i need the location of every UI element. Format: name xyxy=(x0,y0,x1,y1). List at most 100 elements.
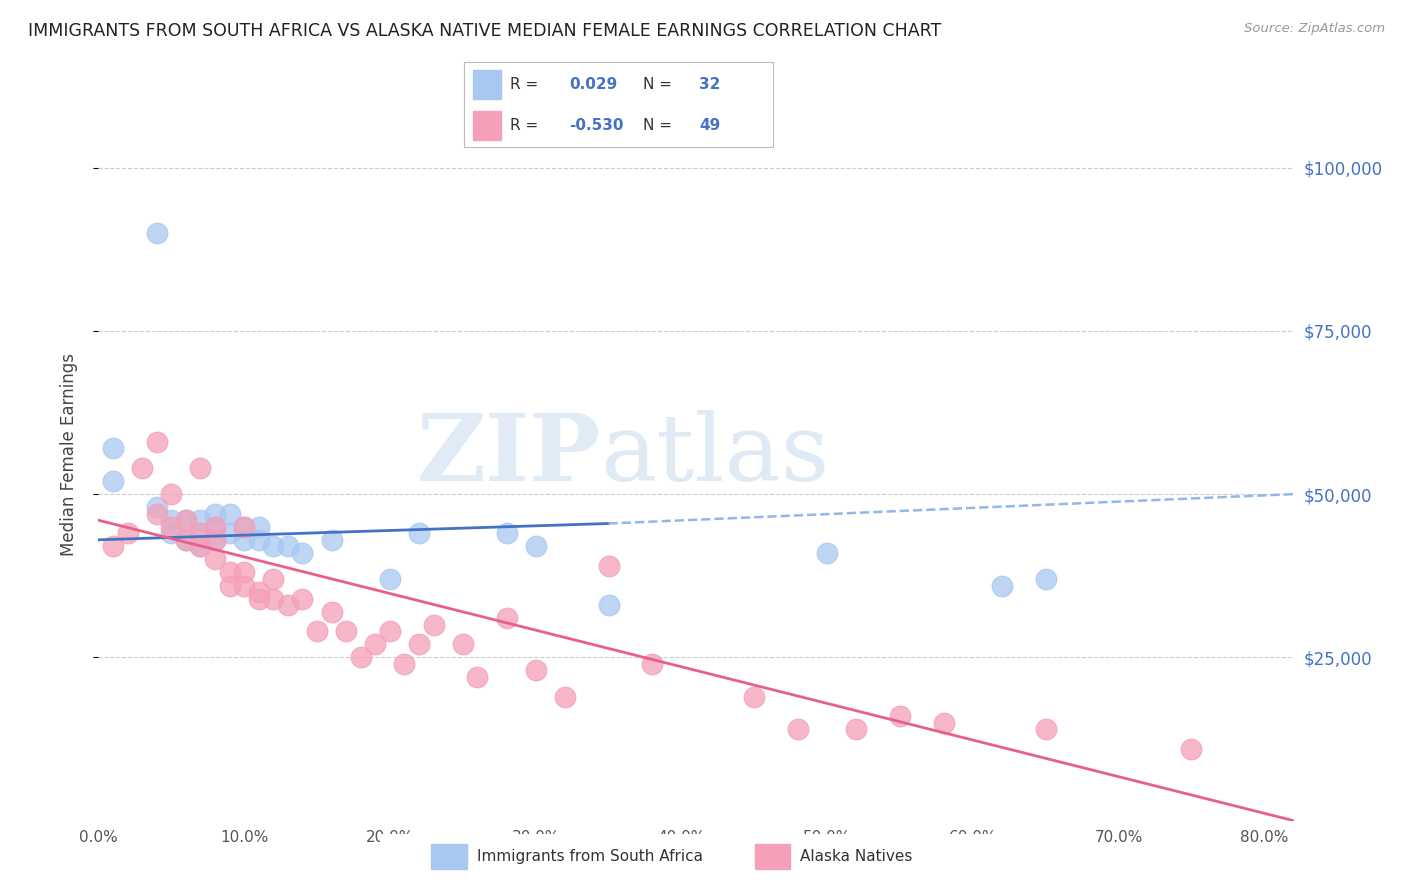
Point xyxy=(598,598,620,612)
Point xyxy=(815,546,838,560)
Point xyxy=(204,533,226,547)
Text: Immigrants from South Africa: Immigrants from South Africa xyxy=(477,849,703,863)
FancyBboxPatch shape xyxy=(755,844,790,869)
Point xyxy=(1035,723,1057,737)
Point xyxy=(160,513,183,527)
Text: R =: R = xyxy=(510,118,544,133)
Point xyxy=(233,566,256,580)
Point xyxy=(190,539,212,553)
Point xyxy=(101,539,124,553)
Point xyxy=(378,572,401,586)
Point xyxy=(174,513,197,527)
Point xyxy=(160,520,183,534)
Point xyxy=(174,513,197,527)
Text: N =: N = xyxy=(644,77,678,92)
Point xyxy=(233,520,256,534)
Text: Source: ZipAtlas.com: Source: ZipAtlas.com xyxy=(1244,22,1385,36)
Y-axis label: Median Female Earnings: Median Female Earnings xyxy=(59,353,77,557)
Point xyxy=(247,585,270,599)
Point xyxy=(321,533,343,547)
Point xyxy=(204,552,226,566)
Point xyxy=(233,533,256,547)
Point xyxy=(174,533,197,547)
Text: 0.029: 0.029 xyxy=(569,77,617,92)
Text: atlas: atlas xyxy=(600,410,830,500)
Point xyxy=(233,520,256,534)
Point xyxy=(277,598,299,612)
Point xyxy=(101,442,124,456)
Point xyxy=(845,723,868,737)
Point xyxy=(262,572,284,586)
Point xyxy=(218,566,240,580)
Point xyxy=(204,533,226,547)
Point xyxy=(277,539,299,553)
Point xyxy=(1180,741,1202,756)
Point xyxy=(233,578,256,592)
Point xyxy=(451,637,474,651)
Point xyxy=(218,507,240,521)
Point xyxy=(291,591,314,606)
Point xyxy=(160,526,183,541)
Point xyxy=(145,507,167,521)
Point xyxy=(247,533,270,547)
Point xyxy=(174,533,197,547)
Point xyxy=(598,558,620,573)
Point xyxy=(131,461,153,475)
Point xyxy=(145,226,167,240)
FancyBboxPatch shape xyxy=(474,111,501,139)
Text: 32: 32 xyxy=(699,77,720,92)
Point xyxy=(204,520,226,534)
Point xyxy=(190,513,212,527)
Point xyxy=(190,526,212,541)
Point xyxy=(101,474,124,488)
Text: 49: 49 xyxy=(699,118,720,133)
Point xyxy=(1035,572,1057,586)
Point xyxy=(117,526,139,541)
Point xyxy=(204,520,226,534)
Point xyxy=(408,526,430,541)
Text: IMMIGRANTS FROM SOUTH AFRICA VS ALASKA NATIVE MEDIAN FEMALE EARNINGS CORRELATION: IMMIGRANTS FROM SOUTH AFRICA VS ALASKA N… xyxy=(28,22,942,40)
Point xyxy=(190,461,212,475)
Point xyxy=(495,611,517,625)
Point xyxy=(524,664,547,678)
Point xyxy=(742,690,765,704)
Text: Alaska Natives: Alaska Natives xyxy=(800,849,912,863)
FancyBboxPatch shape xyxy=(474,70,501,99)
Point xyxy=(932,715,955,730)
Point xyxy=(422,617,444,632)
Point xyxy=(524,539,547,553)
Point xyxy=(321,605,343,619)
Point xyxy=(204,507,226,521)
Text: N =: N = xyxy=(644,118,678,133)
Point xyxy=(495,526,517,541)
Point xyxy=(145,500,167,515)
Point xyxy=(218,526,240,541)
Point xyxy=(218,578,240,592)
Point xyxy=(335,624,357,639)
Point xyxy=(378,624,401,639)
Point xyxy=(160,487,183,501)
Text: ZIP: ZIP xyxy=(416,410,600,500)
Point xyxy=(991,578,1014,592)
Point xyxy=(467,670,489,684)
FancyBboxPatch shape xyxy=(432,844,467,869)
Point xyxy=(554,690,576,704)
Point xyxy=(190,526,212,541)
Text: R =: R = xyxy=(510,77,544,92)
Point xyxy=(364,637,387,651)
Point xyxy=(787,723,810,737)
Point xyxy=(190,539,212,553)
Point xyxy=(262,591,284,606)
Point xyxy=(291,546,314,560)
Text: -0.530: -0.530 xyxy=(569,118,624,133)
Point xyxy=(641,657,664,671)
Point xyxy=(889,709,911,723)
Point xyxy=(305,624,328,639)
Point xyxy=(145,434,167,449)
Point xyxy=(262,539,284,553)
Point xyxy=(408,637,430,651)
Point xyxy=(394,657,416,671)
Point xyxy=(247,591,270,606)
Point xyxy=(247,520,270,534)
Point xyxy=(350,650,373,665)
